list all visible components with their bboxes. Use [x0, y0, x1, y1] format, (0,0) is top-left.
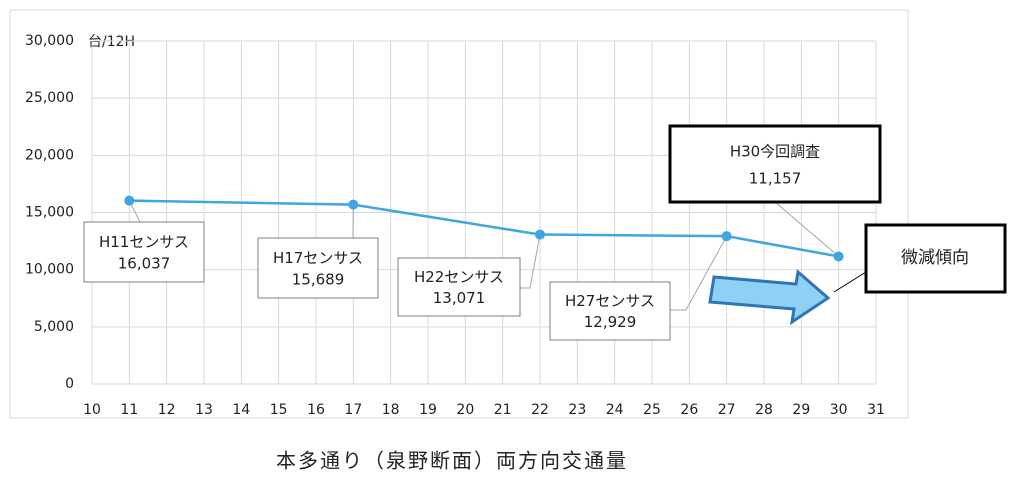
x-tick-label: 18	[382, 402, 400, 418]
data-point	[833, 251, 844, 262]
y-tick-label: 25,000	[25, 90, 74, 106]
data-point	[348, 199, 359, 210]
x-tick-label: 22	[531, 402, 549, 418]
value-label: 15,689	[292, 271, 345, 289]
leader-line	[520, 234, 541, 289]
x-tick-label: 28	[755, 402, 773, 418]
callout-box	[668, 124, 882, 204]
value-label: 11,157	[749, 170, 802, 188]
value-label: 16,037	[118, 255, 171, 273]
callout-box	[397, 257, 521, 317]
trend-arrow	[708, 269, 831, 326]
x-tick-label: 19	[419, 402, 437, 418]
annotation-text: 微減傾向	[901, 248, 969, 268]
x-tick-label: 23	[568, 402, 586, 418]
chart-frame	[9, 9, 909, 419]
x-tick-label: 27	[718, 402, 736, 418]
callout-label: H22センサス	[414, 268, 504, 286]
callout-label: H27センサス	[565, 292, 655, 310]
leader-line	[774, 201, 839, 257]
x-tick-label: 24	[606, 402, 624, 418]
data-point	[721, 231, 732, 242]
x-tick-label: 31	[867, 402, 885, 418]
data-point	[535, 229, 545, 240]
x-tick-label: 25	[643, 402, 661, 418]
y-tick-label: 10,000	[25, 262, 74, 278]
x-tick-label: 16	[307, 402, 325, 418]
callout-label: H30今回調査	[730, 142, 820, 160]
x-tick-label: 11	[120, 402, 138, 418]
callout-label: H17センサス	[273, 249, 363, 267]
x-tick-label: 26	[680, 402, 698, 418]
x-tick-label: 15	[270, 402, 288, 418]
callout-box	[257, 237, 379, 299]
x-tick-label: 10	[83, 402, 101, 418]
callout-box	[83, 221, 205, 283]
value-label: 13,071	[433, 289, 486, 307]
x-tick-label: 17	[344, 402, 362, 418]
value-label: 12,929	[584, 313, 637, 331]
y-tick-label: 0	[65, 376, 74, 392]
x-tick-label: 14	[232, 402, 250, 418]
y-tick-label: 20,000	[25, 147, 74, 163]
data-point	[124, 195, 135, 206]
leader-line	[670, 235, 728, 311]
x-tick-label: 20	[456, 402, 474, 418]
callout-label: H11センサス	[99, 233, 189, 251]
chart-title: 本多通り（泉野断面）両方向交通量	[276, 449, 628, 473]
y-tick-label: 5,000	[34, 319, 74, 335]
annotation-box	[864, 223, 1007, 294]
y-tick-label: 15,000	[25, 205, 74, 221]
x-tick-label: 12	[158, 402, 176, 418]
y-unit-label: 台/12H	[88, 34, 135, 50]
y-tick-label: 30,000	[25, 33, 74, 49]
x-tick-label: 30	[830, 402, 848, 418]
callout-box	[549, 281, 671, 341]
leader-line	[833, 271, 867, 293]
x-tick-label: 21	[494, 402, 512, 418]
x-tick-label: 29	[792, 402, 810, 418]
x-tick-label: 13	[195, 402, 213, 418]
